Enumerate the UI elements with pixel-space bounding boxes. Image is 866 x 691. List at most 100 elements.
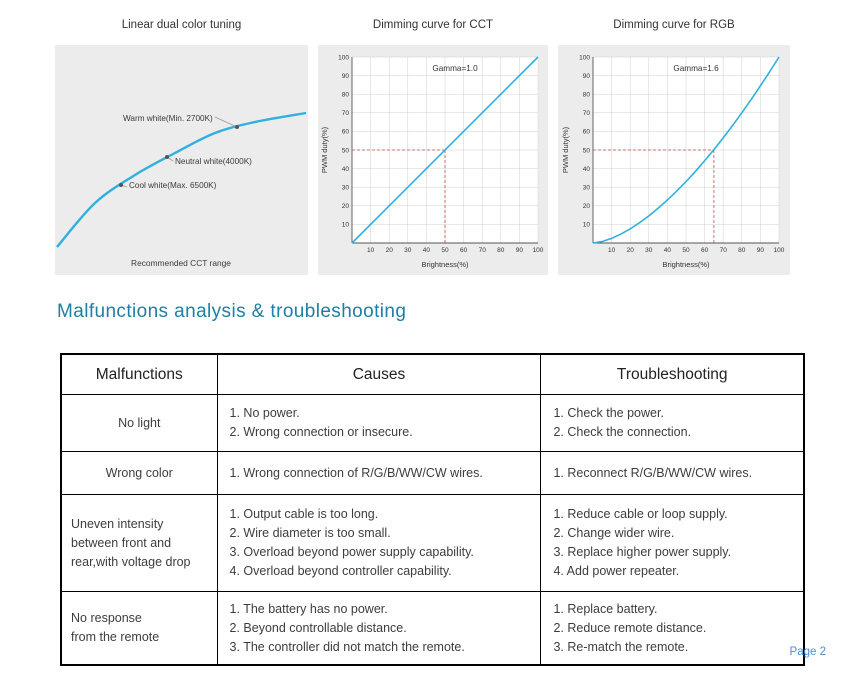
svg-text:10: 10 <box>583 222 591 229</box>
table-row: Wrong color 1. Wrong connection of R/G/B/… <box>60 451 805 495</box>
curve-point-marker <box>165 155 169 159</box>
dimming-curve-line <box>351 56 539 244</box>
svg-text:70: 70 <box>720 247 728 254</box>
cell-line: 2. Wire diameter is too small. <box>229 526 391 540</box>
cell-line: 3. Re-match the remote. <box>553 639 689 654</box>
svg-text:40: 40 <box>423 247 431 254</box>
svg-text:60: 60 <box>460 247 468 254</box>
cell-line: Uneven intensity <box>71 516 164 531</box>
cell-line: 3. Overload beyond power supply capabili… <box>229 545 474 559</box>
white-point-label: Cool white(Max. 6500K) <box>129 181 217 190</box>
cell-line: 2. Check the connection. <box>553 425 692 439</box>
svg-text:100: 100 <box>533 247 544 254</box>
tuning-panel-title: Linear dual color tuning <box>121 19 242 31</box>
svg-text:100: 100 <box>579 54 590 61</box>
white-point-label: Warm white(Min. 2700K) <box>123 114 213 123</box>
tuning-diagram-panel: Warm white(Min. 2700K) Neutral white(4000… <box>55 45 308 275</box>
svg-text:10: 10 <box>367 247 375 254</box>
svg-text:20: 20 <box>386 247 394 254</box>
cell-line: 1. Check the power. <box>553 406 664 420</box>
header-causes: Causes <box>216 353 542 395</box>
cell-line: from the remote <box>71 630 160 644</box>
svg-text:80: 80 <box>738 247 746 254</box>
cell-line: 1. Wrong connection of R/G/B/WW/CW wires… <box>229 465 483 480</box>
causes-cell: 1. No power. 2. Wrong connection or insec… <box>216 394 542 452</box>
cell-line: Wrong color <box>105 465 173 480</box>
table-header-row: Malfunctions Causes Troubleshooting <box>60 353 805 395</box>
x-axis-label: Brightness(%) <box>662 260 710 269</box>
svg-text:20: 20 <box>583 203 591 210</box>
troubleshooting-cell: 1. Replace battery. 2. Reduce remote dist… <box>540 591 805 666</box>
cell-line: 2. Beyond controllable distance. <box>229 620 407 635</box>
malfunction-cell: Uneven intensity between front and rear,wi… <box>60 494 218 592</box>
table-row: No response from the remote 1. The battery… <box>60 591 805 666</box>
svg-text:100: 100 <box>774 247 785 254</box>
tuning-diagram: Warm white(Min. 2700K) Neutral white(4000… <box>56 111 307 268</box>
cell-line: 4. Add power repeater. <box>553 564 680 578</box>
rgb-chart-panel: 10 20 30 40 50 60 70 80 90 100 10 20 30 40 50 60 70 80 90 1… <box>558 45 790 275</box>
page-number: Page 2 <box>789 646 826 658</box>
cell-line: 4. Overload beyond controller capability… <box>229 564 452 578</box>
causes-cell: 1. Output cable is too long. 2. Wire diam… <box>216 494 542 592</box>
table-row: Uneven intensity between front and rear,wi… <box>60 494 805 592</box>
svg-text:60: 60 <box>701 247 709 254</box>
cell-line: 1. No power. <box>229 406 300 420</box>
cell-line: 3. Replace higher power supply. <box>553 545 732 559</box>
label-leader-line <box>214 116 238 128</box>
white-point-label: Neutral white(4000K) <box>175 157 252 166</box>
cell-line: 1. Reconnect R/G/B/WW/CW wires. <box>553 465 753 480</box>
svg-text:80: 80 <box>497 247 505 254</box>
rgb-dimming-chart: 10 20 30 40 50 60 70 80 90 100 10 20 30 40 50 60 70 80 90 1… <box>561 54 785 269</box>
svg-text:50: 50 <box>682 247 690 254</box>
curve-point-marker <box>235 125 239 129</box>
svg-text:70: 70 <box>342 110 350 117</box>
cct-tuning-curve <box>56 111 307 248</box>
svg-text:40: 40 <box>342 166 350 173</box>
svg-text:50: 50 <box>441 247 449 254</box>
svg-text:80: 80 <box>342 92 350 99</box>
svg-text:90: 90 <box>757 247 765 254</box>
cell-line: between front and <box>71 535 172 550</box>
troubleshooting-cell: 1. Check the power. 2. Check the connecti… <box>540 394 805 452</box>
cct-chart-title: Dimming curve for CCT <box>372 19 494 31</box>
x-axis-label: Brightness(%) <box>421 260 469 269</box>
y-axis-label: PWM duty(%) <box>320 126 329 173</box>
cell-line: 2. Change wider wire. <box>553 526 675 540</box>
recommended-cct-range-label: Recommended CCT range <box>131 258 231 268</box>
cct-dimming-chart: 10 20 30 40 50 60 70 80 90 100 10 20 30 40 50 60 70 80 90 1… <box>320 54 544 269</box>
svg-text:80: 80 <box>583 92 591 99</box>
troubleshooting-cell: 1. Reconnect R/G/B/WW/CW wires. <box>540 451 805 495</box>
cell-line: 1. Reduce cable or loop supply. <box>553 507 728 521</box>
rgb-chart-title: Dimming curve for RGB <box>613 19 735 31</box>
header-troubleshooting: Troubleshooting <box>540 353 805 395</box>
gamma-label: Gamma=1.6 <box>673 64 719 73</box>
cell-line: 2. Reduce remote distance. <box>553 620 707 635</box>
svg-text:20: 20 <box>627 247 635 254</box>
header-malfunctions: Malfunctions <box>60 353 218 395</box>
troubleshooting-table: Malfunctions Causes Troubleshooting No l… <box>60 353 805 666</box>
malfunction-cell: Wrong color <box>60 451 218 495</box>
svg-text:30: 30 <box>583 185 591 192</box>
svg-text:100: 100 <box>338 54 349 61</box>
svg-text:10: 10 <box>342 222 350 229</box>
cct-chart-panel: 10 20 30 40 50 60 70 80 90 100 10 20 30 40 50 60 70 80 90 1… <box>318 45 548 275</box>
cell-line: 1. Replace battery. <box>553 601 658 616</box>
svg-text:70: 70 <box>479 247 487 254</box>
cell-line: 3. The controller did not match the remo… <box>229 639 465 654</box>
cell-line: rear,with voltage drop <box>71 554 191 569</box>
cell-line: No response <box>71 611 142 625</box>
troubleshooting-table-wrap: Malfunctions Causes Troubleshooting No l… <box>60 353 805 666</box>
svg-text:30: 30 <box>645 247 653 254</box>
cell-line: 2. Wrong connection or insecure. <box>229 425 413 439</box>
gamma-label: Gamma=1.0 <box>432 64 478 73</box>
svg-text:20: 20 <box>342 203 350 210</box>
svg-text:90: 90 <box>342 73 350 80</box>
troubleshooting-cell: 1. Reduce cable or loop supply. 2. Change… <box>540 494 805 592</box>
cell-line: No light <box>118 415 161 430</box>
causes-cell: 1. The battery has no power. 2. Beyond co… <box>216 591 542 666</box>
svg-text:90: 90 <box>516 247 524 254</box>
svg-text:40: 40 <box>583 166 591 173</box>
table-row: No light 1. No power. 2. Wrong connection … <box>60 394 805 452</box>
svg-text:50: 50 <box>583 147 591 154</box>
